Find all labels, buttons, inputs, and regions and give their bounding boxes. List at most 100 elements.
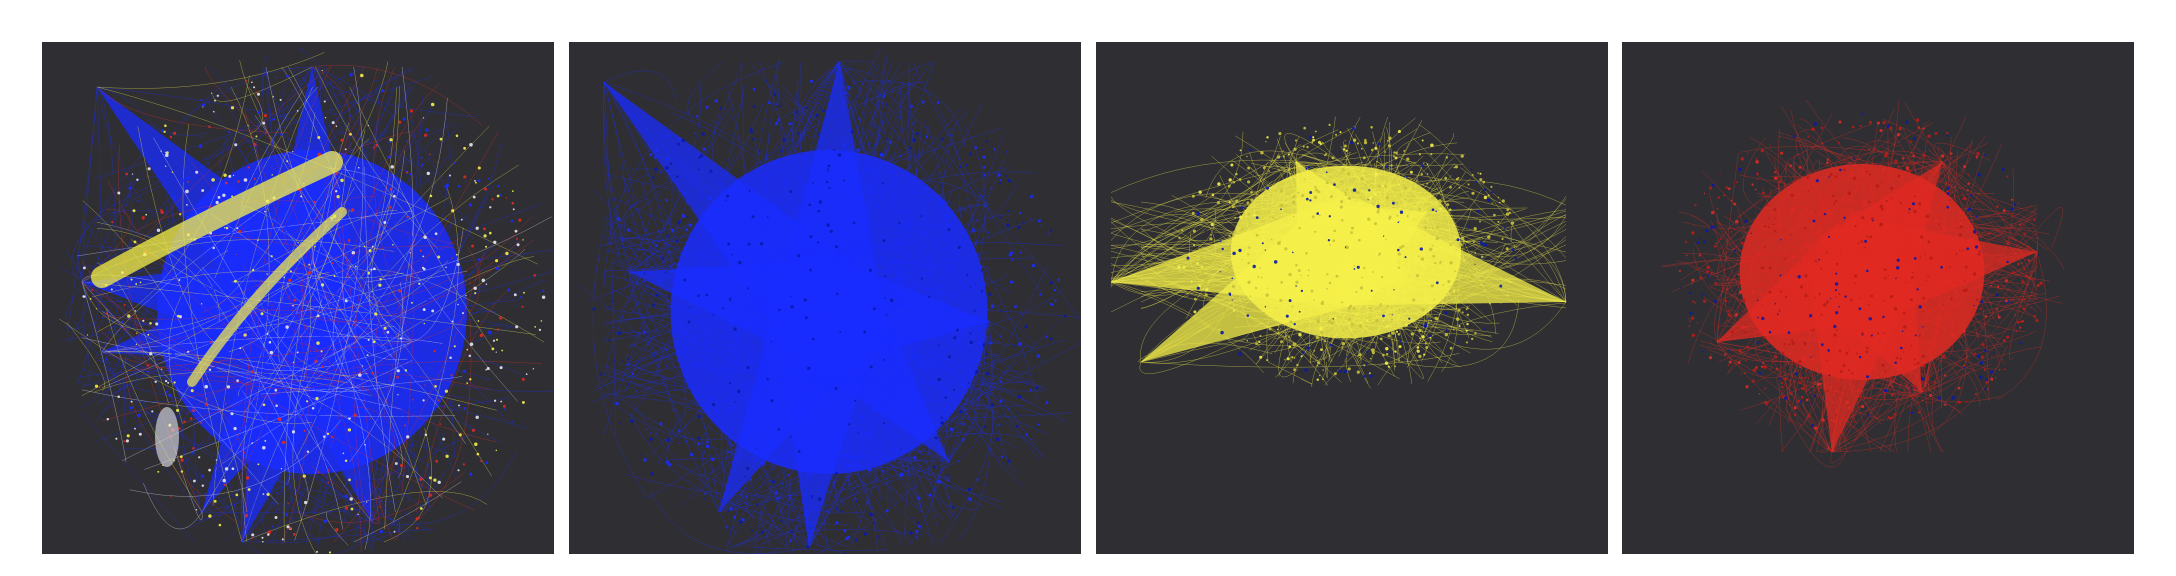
network-node	[1296, 363, 1299, 367]
network-node	[1845, 400, 1849, 405]
network-edge	[1854, 251, 1908, 410]
network-node	[1342, 228, 1346, 233]
network-node	[1917, 126, 1921, 130]
network-node	[461, 312, 465, 315]
network-node	[235, 253, 237, 256]
network-node	[685, 440, 688, 443]
network-node	[1000, 310, 1003, 313]
network-edge	[1716, 188, 1772, 272]
network-node	[912, 122, 914, 125]
network-node	[1228, 292, 1232, 296]
network-node	[975, 283, 977, 285]
network-node	[734, 352, 738, 356]
network-node	[1026, 383, 1029, 386]
network-node	[1435, 281, 1439, 285]
network-node	[1758, 393, 1761, 395]
network-edge	[1299, 174, 1383, 271]
network-node	[921, 216, 923, 218]
network-edge	[284, 322, 399, 423]
network-edge	[101, 343, 350, 375]
network-node	[144, 149, 147, 152]
network-edge	[603, 250, 738, 335]
network-node	[1458, 186, 1461, 189]
network-edge	[1931, 326, 1954, 453]
network-node	[444, 185, 449, 189]
network-node	[251, 81, 253, 84]
network-node	[472, 195, 476, 199]
network-node	[1784, 295, 1788, 299]
network-node	[208, 468, 211, 472]
network-node	[1781, 351, 1785, 355]
network-edge	[837, 354, 997, 402]
network-node	[1713, 225, 1716, 229]
network-node	[1988, 276, 1991, 279]
network-node	[903, 230, 905, 233]
network-node	[1403, 186, 1408, 190]
network-edge	[628, 84, 745, 422]
network-node	[335, 172, 339, 175]
network-node	[1376, 204, 1380, 209]
network-node	[1706, 276, 1709, 279]
network-edge	[1848, 161, 1918, 337]
network-node	[1985, 380, 1989, 384]
network-edge	[1274, 161, 1360, 296]
network-node	[791, 354, 794, 357]
network-edge	[628, 176, 822, 273]
network-node	[2006, 175, 2009, 178]
network-node	[1298, 332, 1302, 337]
network-edge	[1389, 213, 1567, 265]
network-edge	[603, 61, 744, 437]
network-node	[1308, 290, 1311, 293]
network-edge	[241, 512, 410, 554]
network-edge	[603, 81, 677, 370]
network-node	[1804, 274, 1808, 278]
network-node	[1005, 175, 1008, 177]
network-node	[330, 144, 333, 147]
network-node	[367, 271, 371, 275]
network-edge	[283, 115, 413, 233]
network-edge	[737, 207, 922, 513]
network-edge	[376, 184, 495, 513]
network-node	[452, 441, 455, 444]
network-edge	[845, 402, 967, 468]
network-node	[899, 473, 903, 477]
network-node	[497, 185, 500, 188]
network-node	[1193, 244, 1196, 247]
network-node	[810, 83, 813, 86]
network-edge	[1395, 278, 1567, 296]
network-edge	[1322, 198, 1427, 233]
network-edge	[136, 200, 313, 231]
network-node	[1260, 150, 1264, 155]
network-node	[776, 496, 780, 500]
network-node	[204, 384, 208, 389]
network-node	[815, 113, 819, 117]
network-node	[1034, 291, 1037, 293]
network-node	[958, 280, 962, 284]
network-node	[1959, 225, 1963, 229]
network-node	[1471, 191, 1475, 195]
network-node	[803, 298, 807, 302]
network-node	[1835, 414, 1838, 416]
network-edge	[254, 115, 395, 353]
network-node	[2010, 207, 2014, 211]
network-node	[1223, 332, 1226, 335]
network-node	[1703, 192, 1706, 195]
network-edge	[1834, 211, 1938, 430]
network-node	[1780, 385, 1784, 389]
network-node	[969, 286, 972, 288]
network-node	[1300, 371, 1303, 374]
network-edge	[719, 182, 762, 373]
network-node	[519, 295, 523, 299]
network-edge	[1205, 150, 1327, 198]
network-edge	[1140, 183, 1377, 250]
network-edge	[67, 86, 98, 336]
network-node	[1035, 386, 1039, 390]
network-edge	[1848, 211, 1975, 310]
network-node	[1393, 258, 1395, 261]
network-node	[1276, 307, 1278, 309]
network-node	[1428, 247, 1433, 252]
network-node	[626, 363, 629, 366]
network-node	[1200, 218, 1204, 222]
network-node	[1382, 353, 1385, 357]
network-edge	[239, 254, 374, 285]
